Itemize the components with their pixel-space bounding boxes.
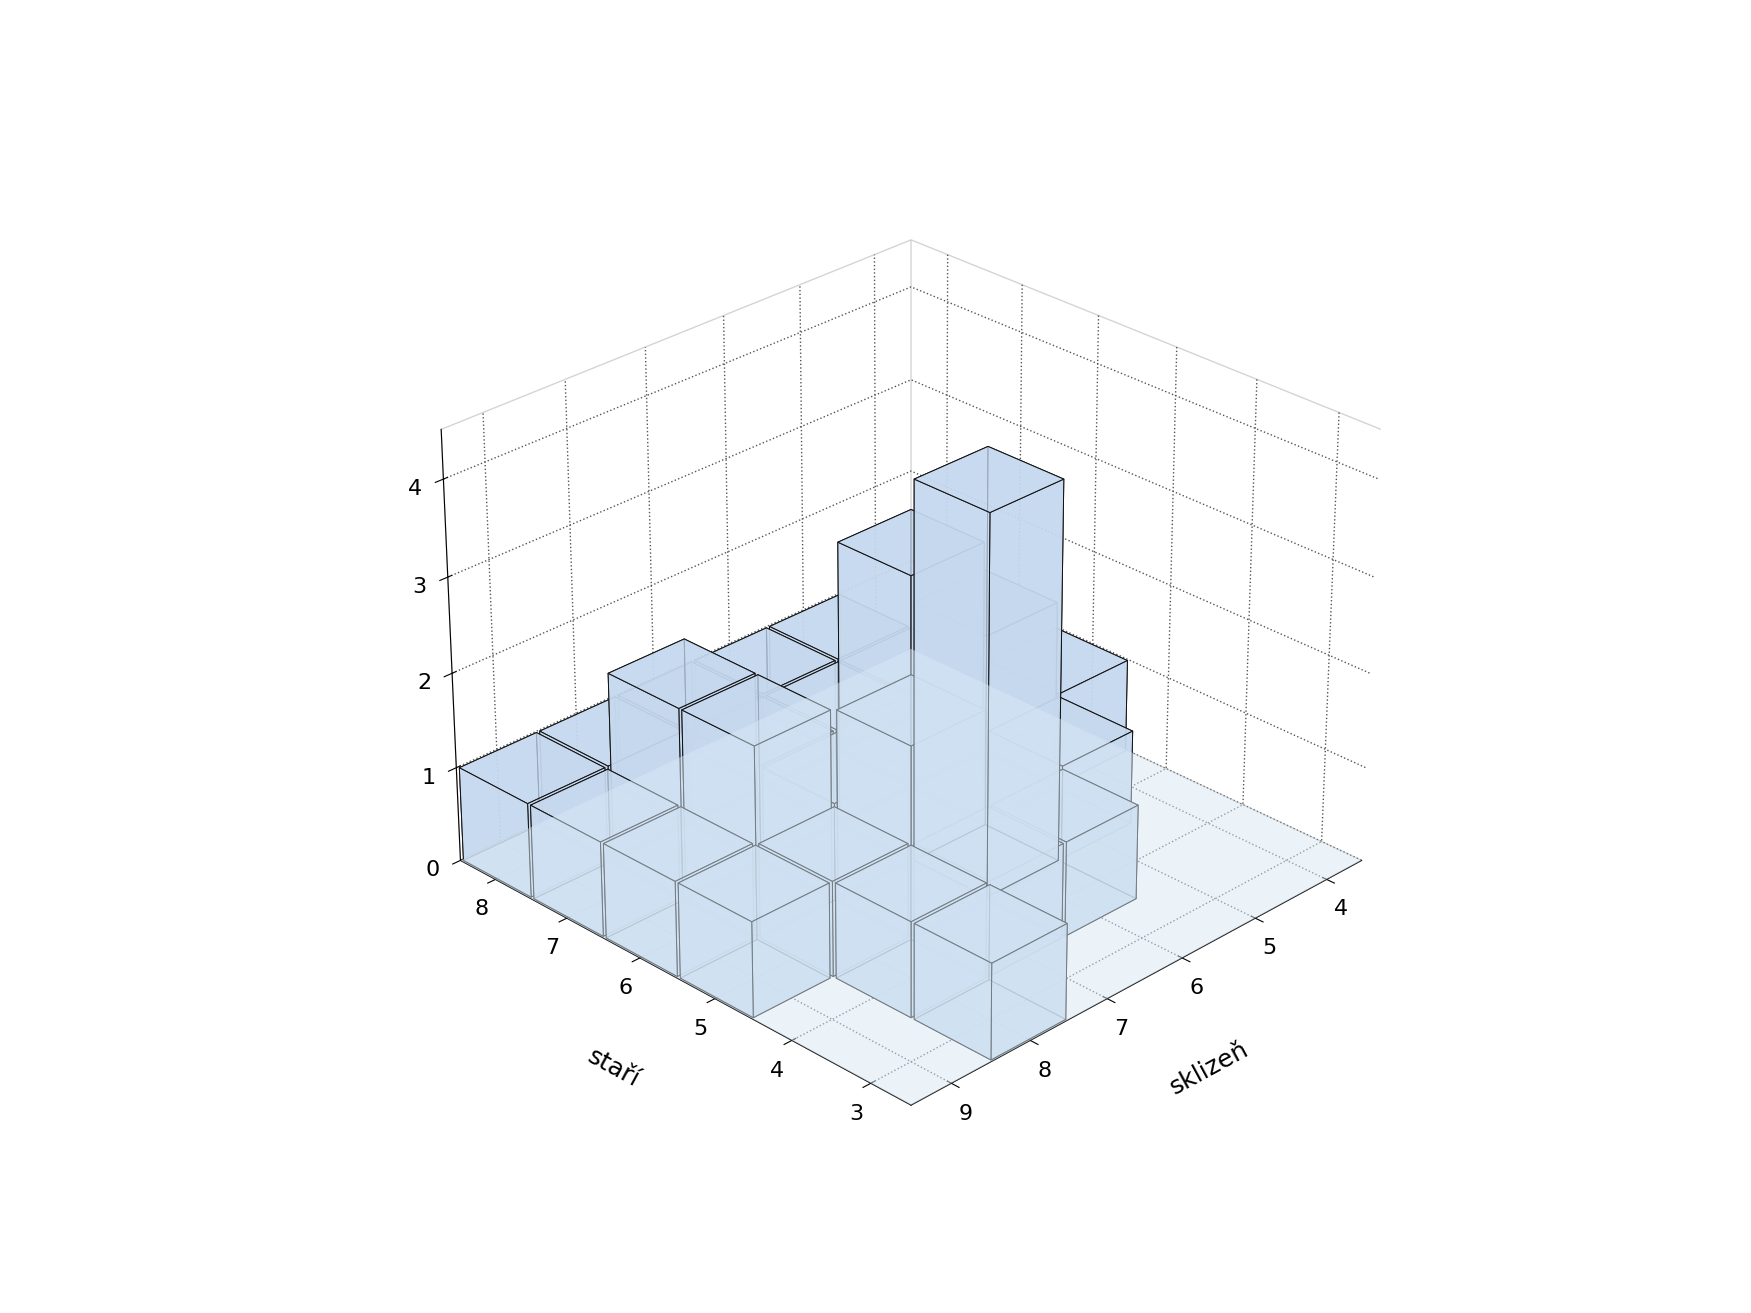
- X-axis label: sklizeň: sklizeň: [1166, 1037, 1252, 1099]
- Y-axis label: staří: staří: [583, 1045, 643, 1092]
